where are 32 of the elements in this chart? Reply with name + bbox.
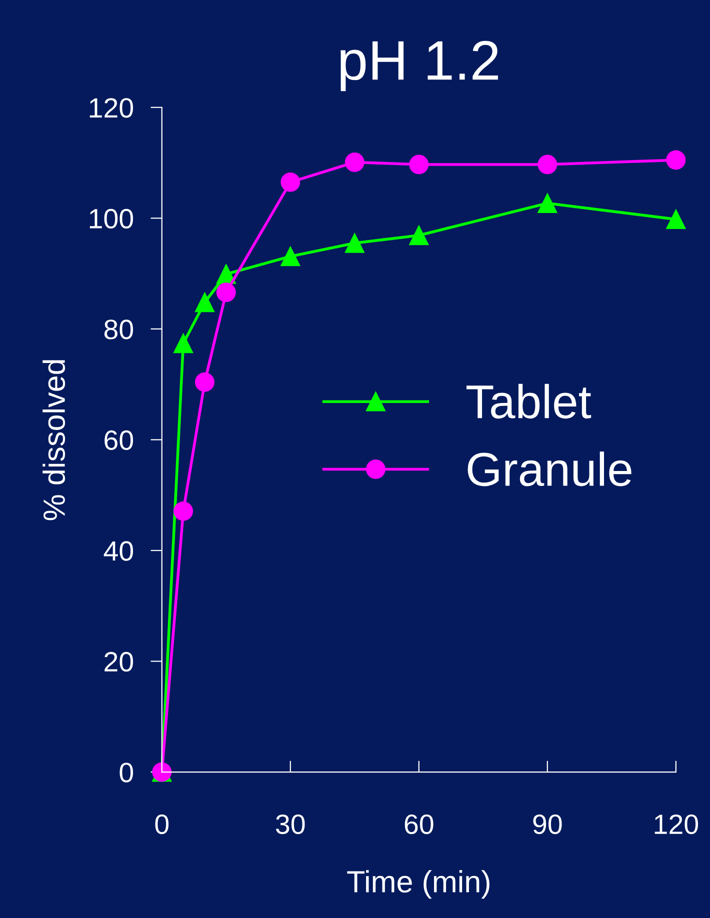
point	[538, 194, 558, 213]
point	[216, 282, 236, 302]
y-tick-label: 20	[104, 652, 134, 672]
point	[666, 210, 686, 230]
chart-title: pH 1.2	[340, 40, 498, 92]
point	[344, 233, 364, 253]
point	[174, 501, 194, 521]
point	[174, 334, 194, 354]
x-axis-title: Time (min)	[347, 870, 490, 899]
x-tick-label: 120	[654, 814, 698, 834]
y-tick-label: 120	[90, 98, 134, 118]
legend-label: Granule	[468, 452, 632, 486]
y-tick-label: 60	[104, 430, 134, 450]
y-axis-title: % dissolved	[42, 360, 66, 520]
point	[280, 246, 300, 266]
point	[666, 150, 686, 170]
y-tick-label: 80	[104, 320, 134, 340]
y-tick-label: 100	[90, 208, 134, 229]
point	[280, 172, 300, 192]
x-tick-label: 60	[404, 814, 434, 834]
point	[409, 226, 429, 246]
x-tick-label: 30	[276, 814, 305, 834]
legend-label: Tablet	[466, 384, 592, 419]
point	[344, 152, 364, 172]
point	[409, 154, 429, 174]
point	[194, 292, 214, 312]
y-tick-label: 0	[120, 762, 134, 782]
point	[538, 154, 558, 174]
x-tick-label: 0	[155, 814, 169, 834]
x-tick-label: 90	[533, 814, 562, 834]
y-tick-label: 40	[104, 541, 134, 561]
point	[194, 372, 214, 392]
